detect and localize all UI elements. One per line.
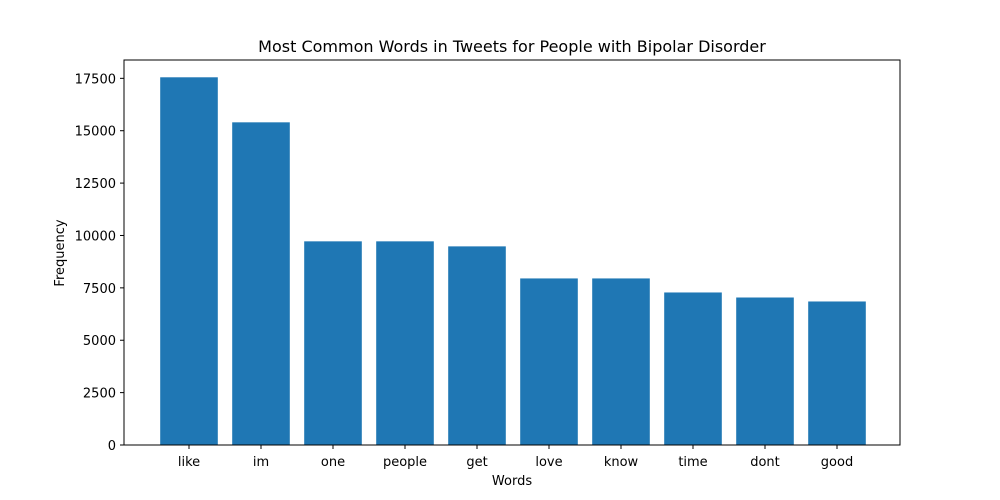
bar-good <box>808 301 866 445</box>
bar-dont <box>736 297 794 445</box>
x-tick-label-like: like <box>178 455 200 470</box>
bar-im <box>232 122 290 445</box>
bar-know <box>592 278 650 445</box>
y-tick-label-5000: 5000 <box>83 334 116 349</box>
x-tick-label-get: get <box>466 455 487 470</box>
y-tick-label-17500: 17500 <box>75 72 116 87</box>
y-axis-label: Frequency <box>53 219 68 286</box>
y-tick-label-12500: 12500 <box>75 177 116 192</box>
x-tick-label-good: good <box>821 455 853 470</box>
bar-like <box>160 77 218 445</box>
x-tick-label-dont: dont <box>750 455 780 470</box>
bar-get <box>448 246 506 445</box>
x-tick-label-love: love <box>535 455 562 470</box>
x-tick-label-know: know <box>604 455 639 470</box>
x-axis-ticks: like im one people get love know time dont good <box>178 445 853 470</box>
x-tick-label-im: im <box>253 455 269 470</box>
y-tick-label-15000: 15000 <box>75 125 116 140</box>
plot-frame <box>123 59 901 446</box>
y-tick-label-2500: 2500 <box>83 387 116 402</box>
bar-people <box>376 241 434 445</box>
y-tick-label-0: 0 <box>108 439 116 454</box>
x-tick-label-time: time <box>678 455 707 470</box>
chart-title: Most Common Words in Tweets for People w… <box>258 37 766 56</box>
y-axis-ticks: 0 2500 5000 7500 10000 12500 15000 17500 <box>75 72 124 454</box>
x-tick-label-one: one <box>321 455 345 470</box>
bars-layer <box>160 77 866 445</box>
y-tick-label-7500: 7500 <box>83 282 116 297</box>
bar-one <box>304 241 362 445</box>
x-tick-label-people: people <box>383 455 427 470</box>
bar-time <box>664 292 722 445</box>
bar-love <box>520 278 578 445</box>
x-axis-label: Words <box>492 474 532 489</box>
y-tick-label-10000: 10000 <box>75 229 116 244</box>
